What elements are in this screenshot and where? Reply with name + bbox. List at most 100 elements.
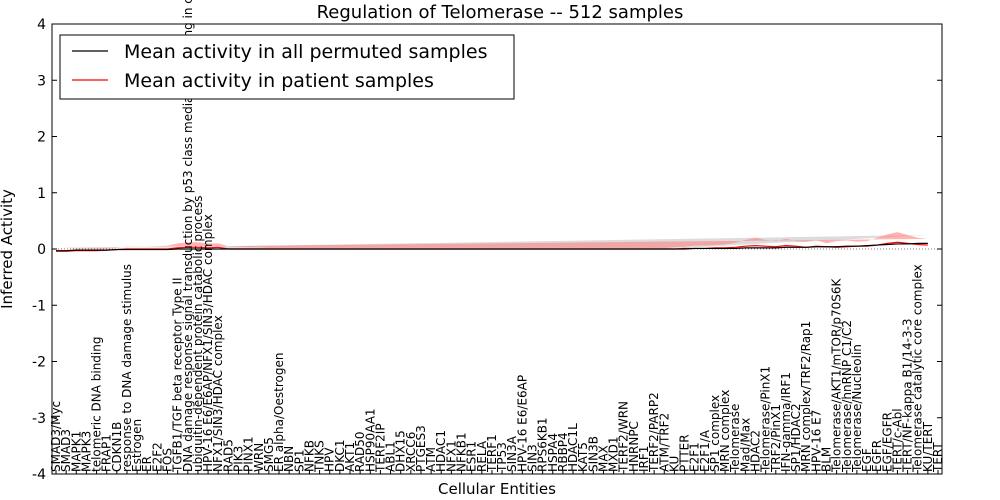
x-category-label: HSP90AA1 <box>363 408 377 472</box>
y-tick-label: 3 <box>37 73 46 89</box>
x-category-label: Telomerase <box>728 404 742 473</box>
x-category-label: SIN3A <box>505 435 519 472</box>
x-category-label: E2F1 <box>688 442 702 472</box>
y-axis: -4 -3 -2 -1 0 1 2 3 4 <box>32 17 942 483</box>
x-category-label: TNKS <box>313 440 327 473</box>
x-category-label: HPV-16 E6/E6AP <box>515 375 529 472</box>
x-category-label: RAD50 <box>353 431 367 472</box>
x-category-label: HPV-16 E6/E6AP/NFX1/SIN3/HDAC complex <box>201 214 215 472</box>
x-category-label: TGFB1/TGF beta receptor Type II <box>171 277 185 473</box>
x-category-label: E2F1/A <box>698 429 712 472</box>
x-category-label: DKC1 <box>333 440 347 472</box>
x-category-label: MRN complex <box>718 390 732 472</box>
x-category-label: CDKN1B <box>110 422 124 472</box>
x-category-label: SMG5 <box>262 437 276 472</box>
x-category-label: TERT/c-Abl <box>890 408 904 473</box>
chart-title: Regulation of Telomerase -- 512 samples <box>317 2 684 23</box>
x-category-label: ER alpha/Oestrogen <box>272 353 286 472</box>
x-category-label: NFX1/SIN3/HDAC complex <box>211 315 225 472</box>
x-category-label: EGF <box>860 448 874 472</box>
x-category-label: FOS <box>161 448 175 472</box>
x-category-label: SIN3 <box>525 444 539 472</box>
x-category-label: NBN <box>282 446 296 472</box>
x-category-label: RAD5 <box>221 439 235 472</box>
series-line-permuted <box>56 242 928 252</box>
y-tick-label: -1 <box>32 298 46 314</box>
x-category-label: ER <box>140 456 154 472</box>
x-category-label: ATM <box>424 447 438 472</box>
x-category-label: HDAC1L <box>566 423 580 472</box>
x-category-label: EGFR <box>870 440 884 472</box>
x-category-label: TERF2/PARP2 <box>647 392 661 473</box>
x-category-label: RBBP4 <box>556 432 570 472</box>
x-category-label: telomeric DNA binding <box>90 337 104 473</box>
x-category-label: ESR1 <box>465 441 479 472</box>
x-category-label: MXD1 <box>607 437 621 472</box>
x-category-label: TERF1 <box>485 434 499 473</box>
y-tick-label: -3 <box>32 411 46 427</box>
x-category-label: DHX15 <box>394 430 408 472</box>
x-category-label: E2F2 <box>150 442 164 472</box>
x-category-label: DNA damage response signal transduction … <box>181 0 195 472</box>
x-category-label: response to DNA damage stimulus <box>120 264 134 472</box>
x-category-label: SMAD3 <box>59 429 73 472</box>
x-category-label: KAT5 <box>576 442 590 472</box>
x-category-label: Estrogen <box>130 419 144 472</box>
x-category-label: EGF/EGFR <box>880 412 894 472</box>
x-category-label: Telomerase/AKT1/mTOR/p70S6K <box>830 277 844 473</box>
x-category-label: SP1 <box>292 450 306 473</box>
x-category-label: PIK3 <box>231 446 245 472</box>
x-category-label: Telomerase catalytic core complex <box>911 264 925 473</box>
x-category-label: TERT <box>931 442 945 473</box>
x-category-label: RPS6KB1 <box>536 417 550 472</box>
x-category-label: PTGES3 <box>414 425 428 472</box>
x-category-label: HDAC2 <box>749 430 763 472</box>
x-category-label: HSPA4 <box>546 433 560 472</box>
x-category-label: FRAP1 <box>100 434 114 472</box>
x-category-label: ATM/TRF2 <box>657 413 671 472</box>
x-category-label: PINX1 <box>242 436 256 472</box>
x-category-label: HDAC1 <box>434 430 448 472</box>
x-category-label: PTTER <box>678 434 692 472</box>
y-tick-label: -2 <box>32 355 46 371</box>
x-category-label: SP1/HDAC2 <box>789 403 803 472</box>
x-category-label: Telomerase/PinX1 <box>759 366 773 473</box>
x-category-label: MAX <box>596 445 610 472</box>
x-category-label: SMAD3/Myc <box>49 401 63 472</box>
x-category-label: MRN complex/TRF2/Rap1 <box>799 321 813 472</box>
chart-legend: Mean activity in all permuted samples Me… <box>59 34 515 100</box>
y-tick-label: -4 <box>32 467 46 483</box>
x-category-label: TERT/NF-kappa B1/14-3-3 <box>901 318 915 473</box>
x-category-label: KU <box>667 456 681 472</box>
x-category-label: TERF2/WRN <box>617 401 631 473</box>
y-tick-label: 0 <box>37 242 46 258</box>
x-category-label: NFX1 <box>444 440 458 472</box>
x-category-label: WRN <box>252 443 266 472</box>
x-category-label: Telomerase/Nucleolin <box>850 344 864 473</box>
patient-confidence-band <box>56 232 928 249</box>
plot-area <box>52 232 942 252</box>
x-category-label: HNRNPC <box>627 421 641 472</box>
x-category-label: TP53 <box>495 442 509 473</box>
x-category-label: HPV <box>323 447 337 472</box>
y-tick-label: 2 <box>37 130 46 146</box>
x-category-label: MAPK3 <box>79 431 93 472</box>
x-category-label: HPV-16 E7 <box>809 410 823 472</box>
x-category-label: Mad/Max <box>738 418 752 472</box>
y-tick-label: 1 <box>37 186 46 202</box>
x-category-label: XRCC6 <box>404 432 418 472</box>
legend-label-permuted: Mean activity in all permuted samples <box>124 41 487 63</box>
x-category-label: ABL1 <box>384 441 398 472</box>
x-category-label: SP1 complex <box>708 395 722 472</box>
x-category-label: RELA <box>475 440 489 472</box>
x-category-label: Telomerase/hnRNP C1/C2 <box>840 320 854 473</box>
x-category-label: KU/TERT <box>921 421 935 472</box>
x-category-label: ubiquitin-dependent protein catabolic pr… <box>191 196 205 472</box>
y-axis-label: Inferred Activity <box>0 189 16 309</box>
x-category-label: BLM <box>819 447 833 472</box>
x-category-label: TERF2IP <box>373 423 387 473</box>
x-category-label: IRF1 <box>637 446 651 472</box>
x-category-label: NFKB <box>302 440 316 472</box>
